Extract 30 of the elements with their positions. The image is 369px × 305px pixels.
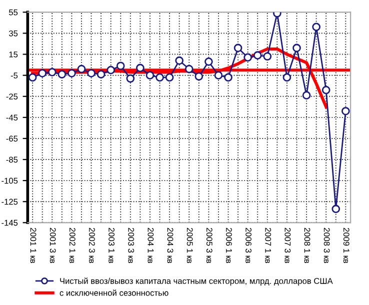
x-tick-label: 2003 1 кв — [108, 228, 115, 264]
x-tick-label: 2001 3 кв — [50, 228, 56, 264]
y-tick-label: -125 — [2, 198, 18, 205]
x-tick-label: 2009 1 кв — [343, 228, 350, 264]
x-tick-label: 2008 1 кв — [304, 228, 310, 264]
y-tick-label: -25 — [6, 94, 18, 100]
y-tick-label: 35 — [9, 30, 18, 36]
x-tick-label: 2001 1 кв — [30, 228, 36, 264]
x-tick-label: 2006 3 кв — [246, 228, 252, 264]
y-tick-label: -85 — [6, 156, 18, 163]
x-tick-label: 2005 1 кв — [186, 228, 193, 264]
legend-label: с исключенной сезонностью — [60, 290, 168, 296]
x-tick-label: 2004 3 кв — [167, 228, 174, 264]
y-tick-label: -105 — [2, 178, 18, 184]
y-tick-label: 55 — [9, 9, 18, 16]
x-tick-label: 2007 1 кв — [265, 228, 272, 264]
x-tick-label: 2006 1 кв — [226, 228, 232, 264]
y-tick-label: -45 — [6, 114, 18, 121]
x-tick-label: 2007 3 кв — [284, 228, 291, 264]
x-tick-label: 2005 3 кв — [206, 228, 212, 264]
y-tick-label: -145 — [2, 220, 18, 226]
x-tick-label: 2002 1 кв — [69, 228, 76, 264]
y-tick-label: -5 — [10, 72, 18, 78]
x-tick-label: 2003 3 кв — [128, 228, 134, 264]
y-tick-label: 15 — [9, 52, 18, 58]
x-tick-label: 2004 1 кв — [148, 228, 154, 264]
x-tick-label: 2008 3 кв — [324, 228, 330, 264]
legend-label: Чистый ввоз/вывоз капитала частным сектором, млрд. долларов США — [60, 278, 333, 286]
x-tick-label: 2002 3 кв — [89, 228, 95, 264]
y-tick-label: -65 — [6, 136, 18, 142]
